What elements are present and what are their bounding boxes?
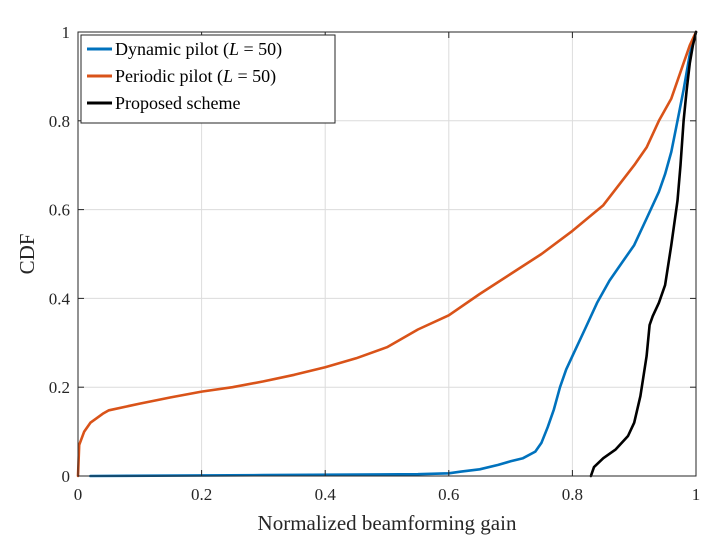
y-tick-label: 0.4 [49, 289, 71, 308]
legend-label-1: Periodic pilot (L = 50) [115, 66, 276, 87]
series-line-0 [89, 30, 698, 478]
x-tick-label: 0.2 [191, 485, 212, 504]
y-axis-label: CDF [15, 234, 39, 275]
x-tick-label: 0.8 [562, 485, 583, 504]
series-line-2 [589, 30, 698, 478]
tick-layer: 0 0.2 0.4 0.6 0.8 1 0 0.2 0.4 0.6 0.8 1 [49, 23, 701, 504]
x-tick-label: 0.6 [438, 485, 459, 504]
legend-box [80, 34, 336, 124]
x-tick-label: 1 [692, 485, 701, 504]
x-tick-label: 0 [74, 485, 83, 504]
y-tick-label: 0.2 [49, 378, 70, 397]
y-tick-label: 0.6 [49, 201, 70, 220]
y-tick-label: 1 [62, 23, 71, 42]
series-line-1 [76, 30, 698, 478]
legend: Dynamic pilot (L = 50) Periodic pilot (L … [80, 34, 336, 124]
x-axis-label: Normalized beamforming gain [258, 511, 517, 535]
plot-frame [77, 31, 697, 477]
legend-label-0: Dynamic pilot (L = 50) [115, 39, 282, 60]
x-tick-label: 0.4 [315, 485, 337, 504]
series-layer [76, 30, 698, 478]
y-tick-label: 0 [62, 467, 71, 486]
y-tick-label: 0.8 [49, 112, 70, 131]
legend-label-2: Proposed scheme [115, 93, 240, 113]
